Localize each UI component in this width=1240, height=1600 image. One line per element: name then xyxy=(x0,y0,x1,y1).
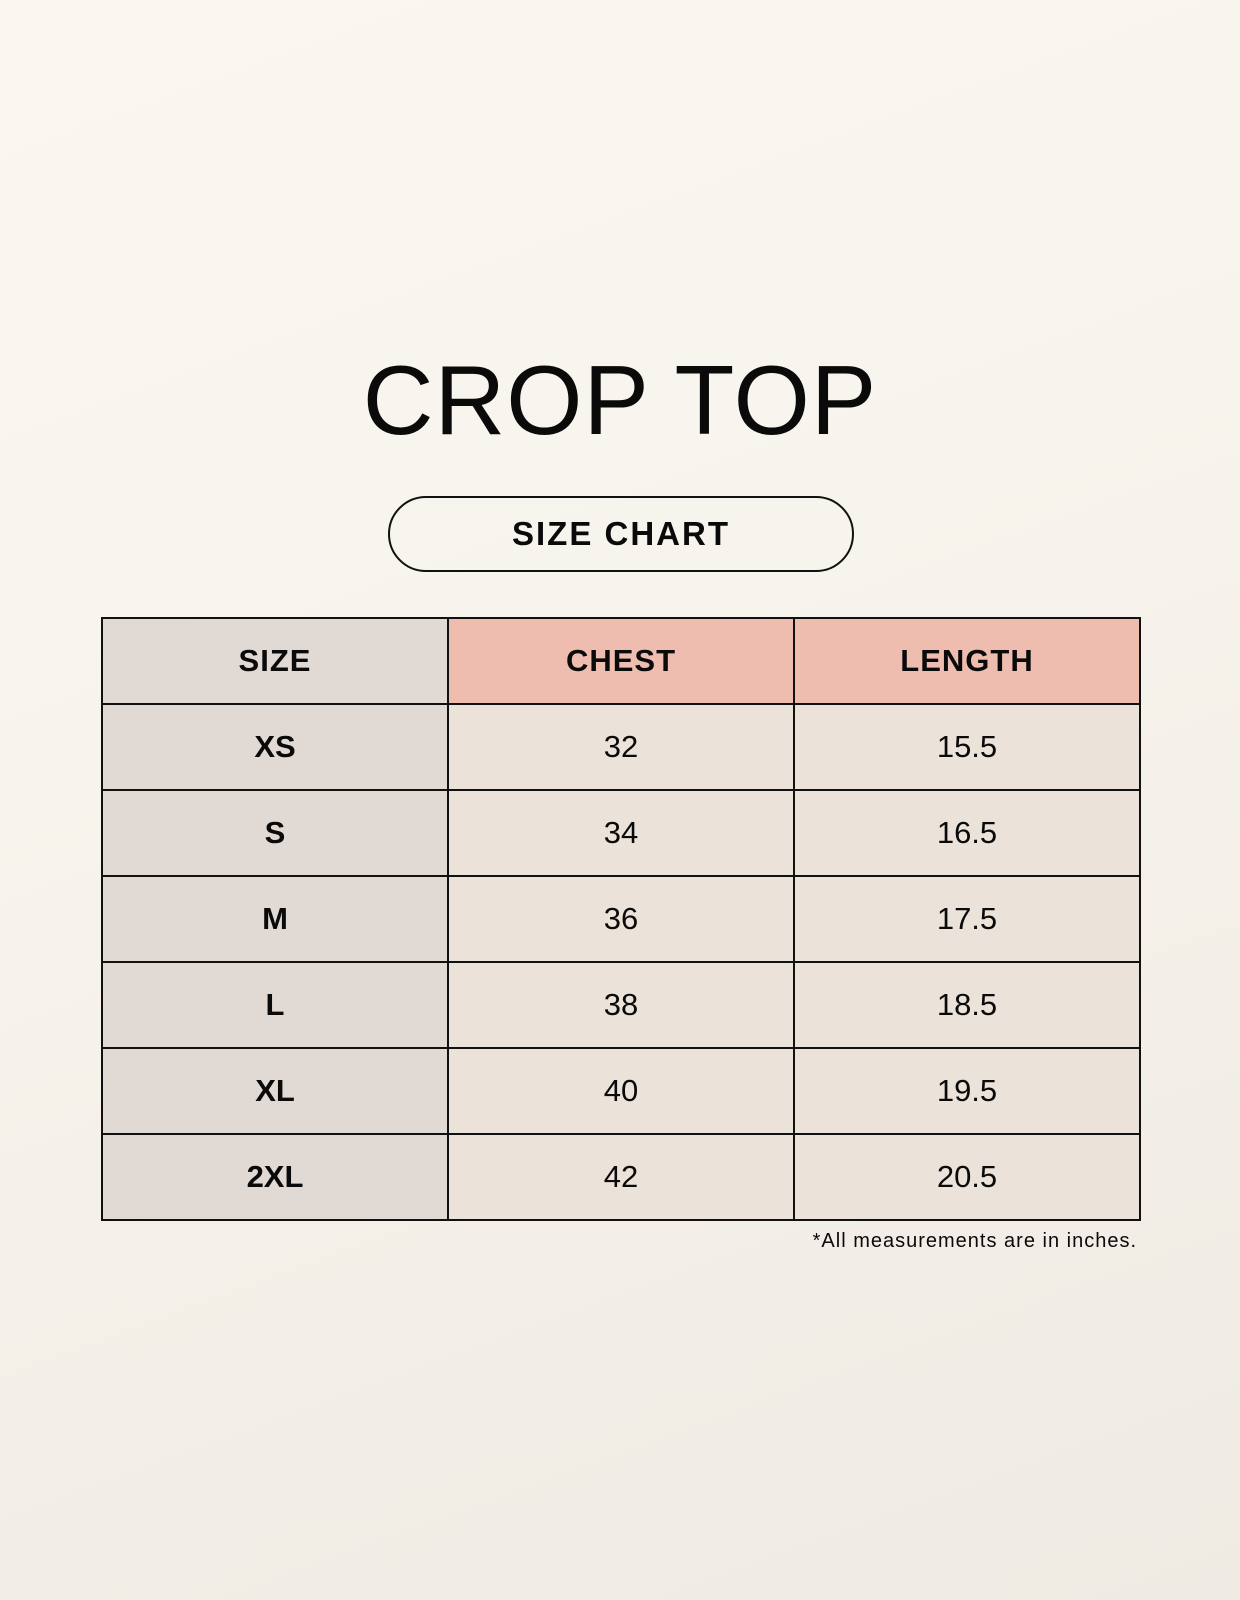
cell-length: 15.5 xyxy=(793,703,1141,791)
table-row: 2XL 42 20.5 xyxy=(101,1133,1141,1221)
cell-size: M xyxy=(101,875,449,963)
cell-size: S xyxy=(101,789,449,877)
cell-size: XL xyxy=(101,1047,449,1135)
cell-size: L xyxy=(101,961,449,1049)
cell-length: 17.5 xyxy=(793,875,1141,963)
footnote: *All measurements are in inches. xyxy=(812,1230,1137,1252)
cell-chest: 40 xyxy=(447,1047,795,1135)
cell-length: 19.5 xyxy=(793,1047,1141,1135)
size-chart-badge: SIZE CHART xyxy=(388,496,854,572)
size-table: SIZE CHEST LENGTH XS 32 15.5 S 34 16.5 M 36 17.5… xyxy=(101,617,1141,1221)
table-row: L 38 18.5 xyxy=(101,961,1141,1049)
cell-size: XS xyxy=(101,703,449,791)
table-row: S 34 16.5 xyxy=(101,789,1141,877)
cell-size: 2XL xyxy=(101,1133,449,1221)
cell-chest: 36 xyxy=(447,875,795,963)
header-size: SIZE xyxy=(101,617,449,705)
table-row: XS 32 15.5 xyxy=(101,703,1141,791)
table-header-row: SIZE CHEST LENGTH xyxy=(101,617,1141,705)
table-row: M 36 17.5 xyxy=(101,875,1141,963)
header-chest: CHEST xyxy=(447,617,795,705)
cell-chest: 42 xyxy=(447,1133,795,1221)
cell-length: 18.5 xyxy=(793,961,1141,1049)
page-title: CROP TOP xyxy=(362,345,878,455)
table-row: XL 40 19.5 xyxy=(101,1047,1141,1135)
cell-chest: 32 xyxy=(447,703,795,791)
cell-chest: 34 xyxy=(447,789,795,877)
cell-length: 20.5 xyxy=(793,1133,1141,1221)
cell-chest: 38 xyxy=(447,961,795,1049)
header-length: LENGTH xyxy=(793,617,1141,705)
cell-length: 16.5 xyxy=(793,789,1141,877)
